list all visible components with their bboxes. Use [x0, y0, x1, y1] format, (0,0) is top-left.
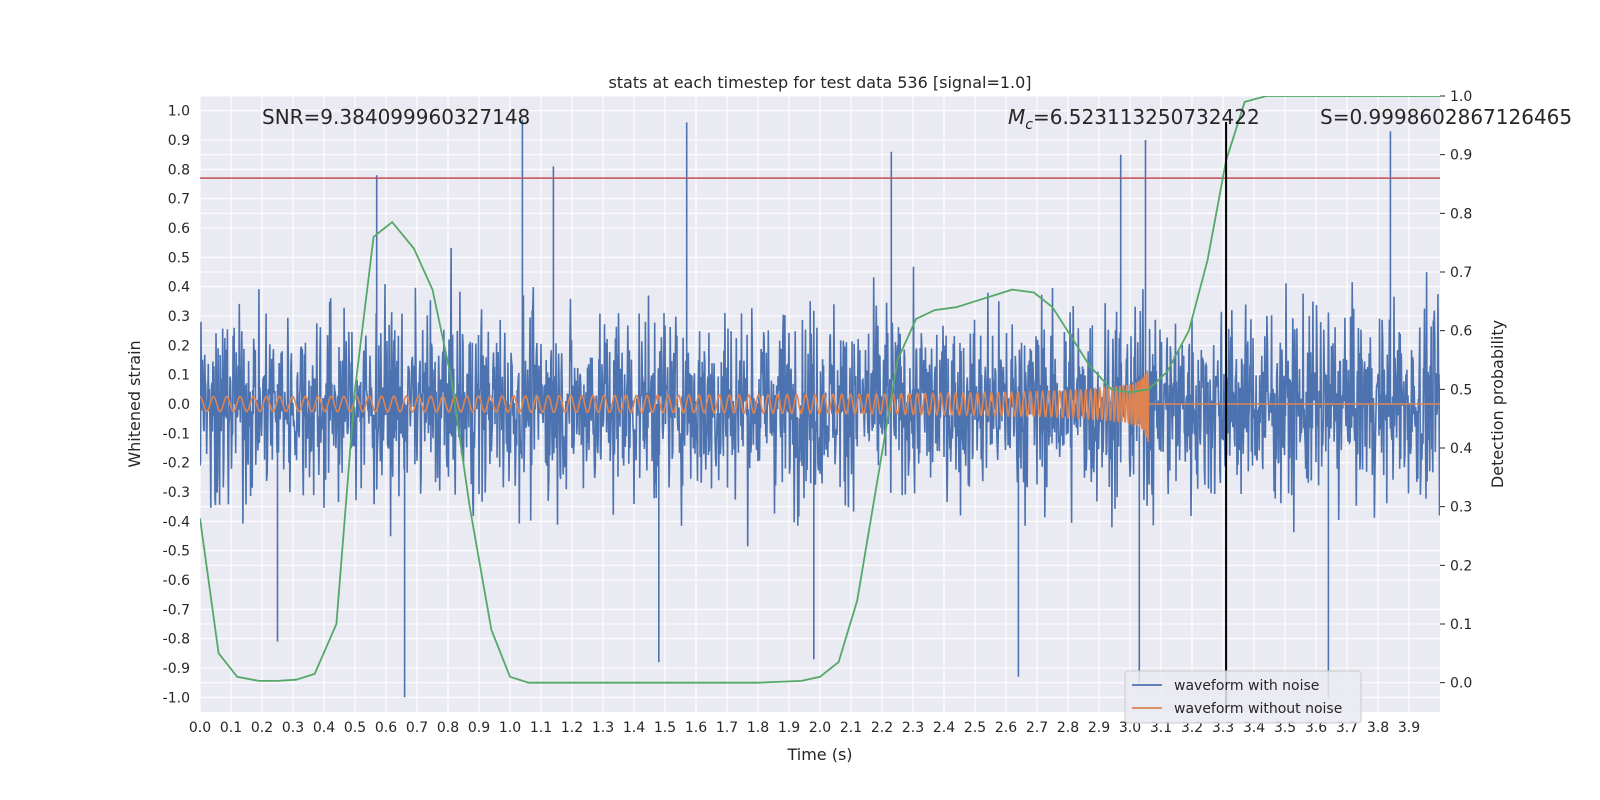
series-waveform-with-noise — [200, 119, 1440, 698]
snr-annotation: SNR=9.384099960327148 — [262, 105, 530, 129]
x-tick-label: 1.7 — [716, 720, 738, 736]
x-tick-label: 1.8 — [747, 720, 769, 736]
x-tick-label: 2.1 — [840, 720, 862, 736]
y2-tick-label: 0.1 — [1450, 617, 1472, 633]
x-tick-label: 0.9 — [468, 720, 490, 736]
y2-tick-label: 0.8 — [1450, 206, 1472, 222]
x-tick-label: 2.4 — [933, 720, 955, 736]
x-tick-label: 0.4 — [313, 720, 335, 736]
y-tick-label: -0.3 — [163, 485, 190, 501]
y-tick-label: -0.6 — [163, 573, 190, 589]
x-tick-label: 3.8 — [1367, 720, 1389, 736]
x-axis-ticks: 0.0 0.1 0.2 0.3 0.4 0.5 0.6 0.7 0.8 0.9 1.0 1.1 1.2 1… — [189, 720, 1420, 736]
x-tick-label: 0.2 — [251, 720, 273, 736]
y-axis-label: Whitened strain — [125, 340, 144, 467]
x-tick-label: 3.9 — [1398, 720, 1420, 736]
x-tick-label: 0.3 — [282, 720, 304, 736]
y-tick-label: 0.0 — [168, 397, 190, 413]
x-tick-label: 3.4 — [1243, 720, 1265, 736]
y-tick-label: 0.3 — [168, 309, 190, 325]
x-tick-label: 0.0 — [189, 720, 211, 736]
x-tick-label: 1.0 — [499, 720, 521, 736]
y-tick-label: -0.4 — [163, 514, 190, 530]
chirp-mass-annotation: Mc=6.523113250732422 — [1008, 105, 1260, 133]
legend-box — [1124, 670, 1362, 724]
x-tick-label: 1.1 — [530, 720, 552, 736]
x-tick-label: 0.6 — [375, 720, 397, 736]
y-tick-label: -0.9 — [163, 661, 190, 677]
x-tick-label: 3.5 — [1274, 720, 1296, 736]
y2-tick-label: 0.7 — [1450, 265, 1472, 281]
y2-tick-label: 0.5 — [1450, 382, 1472, 398]
legend: waveform with noise waveform without noi… — [1124, 670, 1362, 724]
x-tick-label: 1.2 — [561, 720, 583, 736]
y2-tick-label: 0.6 — [1450, 324, 1472, 340]
y-tick-label: 0.8 — [168, 162, 190, 178]
x-tick-label: 3.6 — [1305, 720, 1327, 736]
x-tick-label: 2.3 — [902, 720, 924, 736]
y2-tick-label: 0.2 — [1450, 558, 1472, 574]
y-tick-label: 0.4 — [168, 280, 190, 296]
x-tick-label: 0.8 — [437, 720, 459, 736]
x-tick-label: 1.4 — [623, 720, 645, 736]
x-tick-label: 3.0 — [1119, 720, 1141, 736]
chart-title: stats at each timestep for test data 536… — [608, 73, 1031, 92]
series-detection-probability — [200, 96, 1440, 684]
chirp-mass-subscript: c — [1025, 117, 1033, 133]
y2-axis-ticks: 1.0 0.9 0.8 0.7 0.6 0.5 0.4 0.3 0.2 0.1 0.0 — [1440, 89, 1472, 692]
legend-label-clean: waveform without noise — [1174, 701, 1342, 717]
x-tick-label: 2.9 — [1088, 720, 1110, 736]
x-tick-label: 2.0 — [809, 720, 831, 736]
x-tick-label: 2.8 — [1057, 720, 1079, 736]
y-tick-label: 0.9 — [168, 133, 190, 149]
y-tick-label: -0.1 — [163, 426, 190, 442]
x-tick-label: 2.6 — [995, 720, 1017, 736]
y2-axis-label: Detection probability — [1488, 320, 1507, 488]
x-tick-label: 1.6 — [685, 720, 707, 736]
x-tick-label: 1.3 — [592, 720, 614, 736]
plot-area — [200, 96, 1440, 712]
x-tick-label: 0.5 — [344, 720, 366, 736]
y-tick-label: -0.7 — [163, 602, 190, 618]
y-tick-label: 0.6 — [168, 221, 190, 237]
y-tick-label: 0.2 — [168, 338, 190, 354]
series-waveform-without-noise — [200, 370, 1440, 443]
y-tick-label: -0.2 — [163, 456, 190, 472]
x-axis-label: Time (s) — [786, 745, 852, 764]
x-tick-label: 3.1 — [1150, 720, 1172, 736]
y-tick-label: -1.0 — [163, 690, 190, 706]
y2-tick-label: 0.9 — [1450, 148, 1472, 164]
x-tick-label: 2.2 — [871, 720, 893, 736]
y-tick-label: 0.7 — [168, 192, 190, 208]
y2-tick-label: 0.0 — [1450, 676, 1472, 692]
x-tick-label: 0.1 — [220, 720, 242, 736]
y2-tick-label: 1.0 — [1450, 89, 1472, 105]
x-tick-label: 2.7 — [1026, 720, 1048, 736]
x-tick-label: 2.5 — [964, 720, 986, 736]
y-tick-label: 0.1 — [168, 368, 190, 384]
y2-tick-label: 0.4 — [1450, 441, 1472, 457]
x-tick-label: 3.2 — [1181, 720, 1203, 736]
x-tick-label: 1.9 — [778, 720, 800, 736]
y2-tick-label: 0.3 — [1450, 500, 1472, 516]
x-tick-label: 1.5 — [654, 720, 676, 736]
chirp-mass-symbol: M — [1008, 105, 1025, 129]
x-tick-label: 3.3 — [1212, 720, 1234, 736]
x-tick-label: 3.7 — [1336, 720, 1358, 736]
y-tick-label: 0.5 — [168, 250, 190, 266]
score-annotation: S=0.9998602867126465 — [1320, 105, 1572, 129]
chirp-mass-value: =6.523113250732422 — [1033, 105, 1260, 129]
y-tick-label: -0.5 — [163, 544, 190, 560]
legend-label-noise: waveform with noise — [1174, 678, 1319, 694]
y-tick-label: -0.8 — [163, 632, 190, 648]
y-tick-label: 1.0 — [168, 104, 190, 120]
x-tick-label: 0.7 — [406, 720, 428, 736]
y-axis-ticks: 1.0 0.9 0.8 0.7 0.6 0.5 0.4 0.3 0.2 0.1 0.0 -0.1 -0.… — [163, 104, 190, 707]
